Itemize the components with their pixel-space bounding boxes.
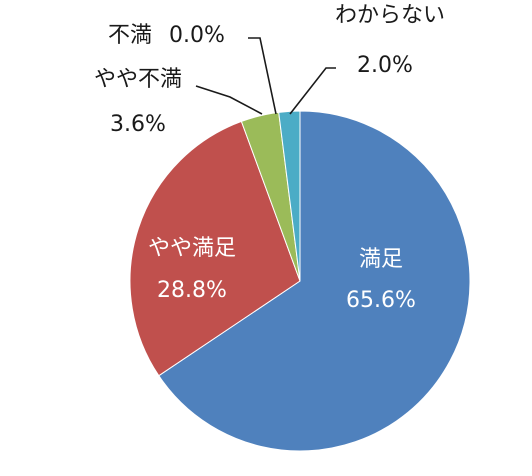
slice-label-fuman-name: 不満 xyxy=(108,23,152,48)
slice-value-wakaranai: 2.0% xyxy=(357,53,413,78)
slice-value-yaya-manzoku: 28.8% xyxy=(157,278,227,303)
pie-slice-yaya-manzoku xyxy=(129,120,301,377)
slice-value-fuman: 0.0% xyxy=(169,23,225,48)
slice-value-manzoku: 65.6% xyxy=(346,288,416,313)
labels-layer: 満足 65.6% やや満足 28.8% やや不満 3.6% 不満 0.0% わか… xyxy=(94,3,445,313)
slice-label-manzoku: 満足 xyxy=(359,247,403,272)
leader-line-yaya-fuman xyxy=(195,85,263,115)
pie-slice-manzoku xyxy=(158,110,471,452)
leader-line-wakaranai xyxy=(289,67,336,115)
slices-layer xyxy=(129,110,471,452)
pie-slice-wakaranai xyxy=(278,110,301,282)
slice-label-wakaranai: わからない xyxy=(335,3,445,28)
leader-lines xyxy=(195,37,336,115)
slice-label-fuman: 不満 0.0% xyxy=(108,23,225,48)
leader-line-fuman xyxy=(248,37,277,115)
slice-label-yaya-manzoku: やや満足 xyxy=(148,236,236,261)
slice-label-yaya-fuman: やや不満 xyxy=(94,67,182,92)
slice-value-yaya-fuman: 3.6% xyxy=(110,112,166,137)
